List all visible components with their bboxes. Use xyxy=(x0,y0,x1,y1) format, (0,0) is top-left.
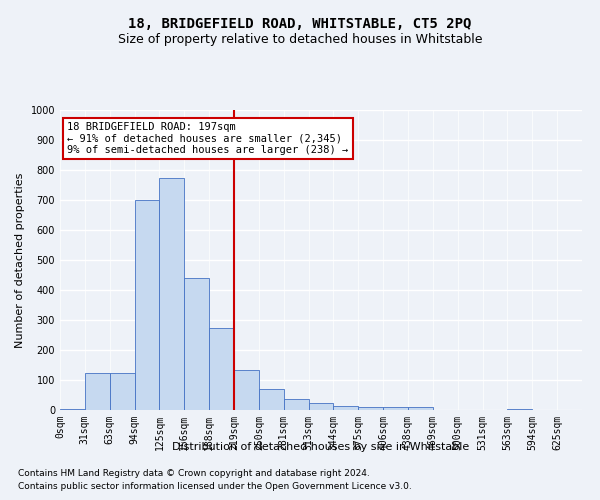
Bar xyxy=(408,407,433,410)
Y-axis label: Number of detached properties: Number of detached properties xyxy=(15,172,25,348)
Text: Size of property relative to detached houses in Whitstable: Size of property relative to detached ho… xyxy=(118,32,482,46)
Bar xyxy=(160,178,184,410)
Bar xyxy=(334,406,358,410)
Bar xyxy=(284,398,308,410)
Bar xyxy=(508,408,532,410)
Bar xyxy=(209,328,234,410)
Bar xyxy=(234,370,259,410)
Text: Contains public sector information licensed under the Open Government Licence v3: Contains public sector information licen… xyxy=(18,482,412,491)
Bar xyxy=(184,278,209,410)
Bar xyxy=(308,404,334,410)
Text: 18, BRIDGEFIELD ROAD, WHITSTABLE, CT5 2PQ: 18, BRIDGEFIELD ROAD, WHITSTABLE, CT5 2P… xyxy=(128,18,472,32)
Bar xyxy=(358,407,383,410)
Bar xyxy=(259,389,284,410)
Text: 18 BRIDGEFIELD ROAD: 197sqm
← 91% of detached houses are smaller (2,345)
9% of s: 18 BRIDGEFIELD ROAD: 197sqm ← 91% of det… xyxy=(67,122,349,155)
Bar xyxy=(134,200,160,410)
Text: Distribution of detached houses by size in Whitstable: Distribution of detached houses by size … xyxy=(172,442,470,452)
Bar xyxy=(60,408,85,410)
Bar xyxy=(85,372,110,410)
Text: Contains HM Land Registry data © Crown copyright and database right 2024.: Contains HM Land Registry data © Crown c… xyxy=(18,468,370,477)
Bar xyxy=(383,407,408,410)
Bar xyxy=(110,372,134,410)
